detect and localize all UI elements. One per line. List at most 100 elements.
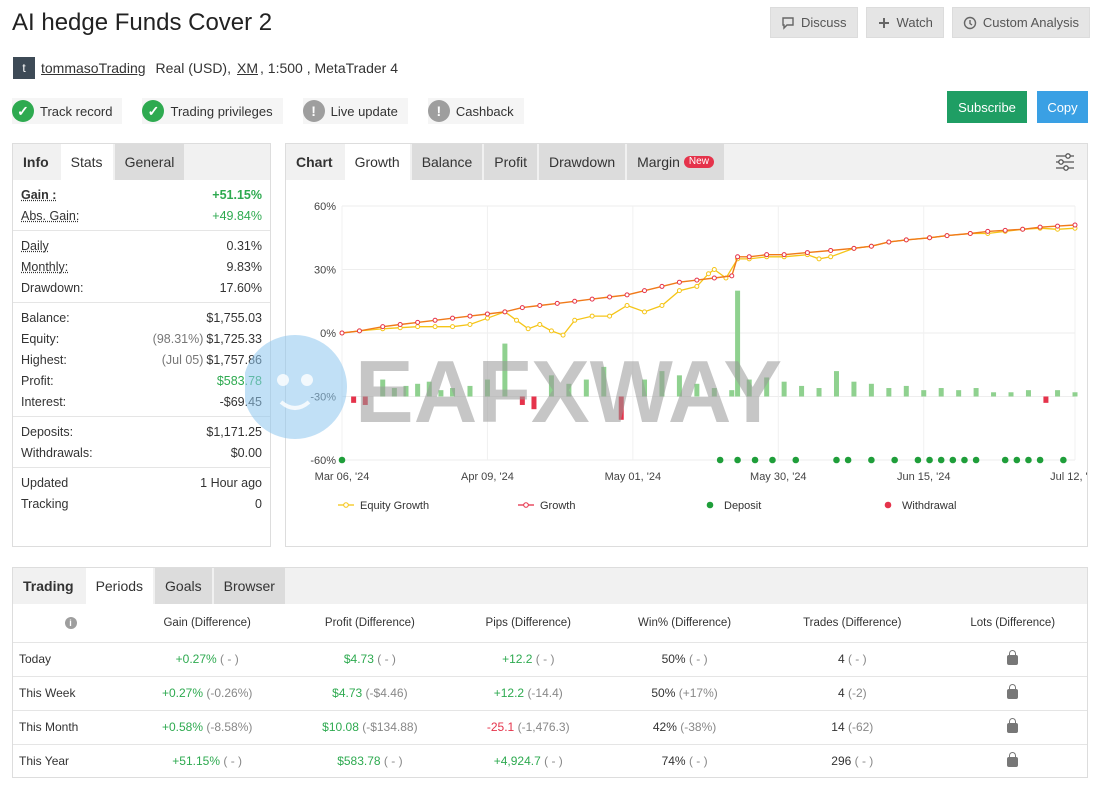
daily-bar [956,390,962,397]
settings-sliders-icon[interactable] [1055,153,1075,171]
equity-point [415,324,421,330]
y-tick-label: -60% [310,455,336,467]
daily-bar [973,388,979,397]
tab-periods[interactable]: Periods [85,568,154,604]
tab-general[interactable]: General [114,144,185,180]
top-actions: Discuss Watch Custom Analysis [770,7,1090,38]
gain-label[interactable]: Gain : [21,187,57,202]
equity-point [676,288,682,294]
equity-point [467,322,473,328]
equity-point [694,283,700,289]
profit-label: Profit: [21,373,54,388]
tab-browser[interactable]: Browser [213,568,285,604]
growth-point [944,233,950,239]
equity-point [659,302,665,308]
daily-bar [938,388,944,397]
withdrawals-value: $0.00 [230,445,262,460]
profit-cell: $583.78 [337,754,381,769]
growth-point [356,328,362,334]
growth-point [967,231,973,237]
daily-bar [781,381,787,397]
daily-bar [991,392,997,397]
lock-icon [1007,751,1019,767]
exclamation-icon: ! [302,100,325,122]
avatar[interactable]: t [13,57,35,79]
tab-goals[interactable]: Goals [155,568,212,604]
tab-balance[interactable]: Balance [411,144,483,180]
daily-bar [851,381,857,397]
growth-point [607,294,613,300]
growth-point [397,322,403,328]
deposit-point [891,456,898,464]
win-diff: (+17%) [678,686,718,700]
table-row: This Month +0.58% (-8.58%) $10.08 (-$134… [13,710,1087,745]
col-win: Win% (Difference) [603,604,767,643]
growth-point [746,254,752,260]
equity-point [432,324,438,330]
tab-trading[interactable]: Trading [13,568,84,604]
equity-point [706,271,711,277]
x-tick-label: May 30, '24 [750,471,807,483]
badge-cashback[interactable]: ! Cashback [427,98,524,124]
growth-point [554,300,560,306]
stat-group-updated: Updated 1 Hour ago Tracking 0 [13,468,270,518]
account-type: Real (USD), [155,60,231,76]
daily-bar [601,366,607,397]
daily-bar [764,377,770,397]
daily-bar [711,388,717,397]
broker-link[interactable]: XM [237,60,258,76]
badge-track-record[interactable]: ✓ Track record [12,98,123,124]
growth-point [502,309,508,315]
pips-cell: +12.2 [493,686,525,700]
subscribe-button[interactable]: Subscribe [947,91,1027,123]
custom-analysis-button[interactable]: Custom Analysis [951,7,1090,38]
growth-point [764,252,770,258]
tab-margin[interactable]: Margin New [627,144,724,180]
badge-trading-privileges[interactable]: ✓ Trading privileges [142,98,283,124]
equity-point [711,267,717,272]
monthly-label[interactable]: Monthly: [21,259,69,274]
stat-group-gain: Gain : +51.15% Abs. Gain: +49.84% [13,180,270,231]
discuss-button[interactable]: Discuss [770,7,858,38]
growth-point [519,305,525,311]
watch-label: Watch [896,15,933,30]
abs-gain-label[interactable]: Abs. Gain: [21,208,80,223]
tab-info[interactable]: Info [13,144,59,180]
owner-name-link[interactable]: tommasoTrading [41,60,146,76]
badge-live-update[interactable]: ! Live update [302,98,408,124]
watch-button[interactable]: Watch [865,7,944,38]
daily-bar [426,381,432,397]
deposit-point [972,456,980,464]
daily-bar [362,396,368,405]
pips-diff: (-14.4) [527,686,563,700]
daily-label[interactable]: Daily [21,238,49,253]
tab-chart[interactable]: Chart [286,144,343,180]
tab-profit[interactable]: Profit [484,144,537,180]
growth-point [781,252,787,258]
x-tick-label: Jun 15, '24 [897,471,950,483]
profit-cell: $4.73 [332,686,363,700]
balance-label: Balance: [21,310,70,325]
drawdown-label: Drawdown: [21,280,84,295]
y-tick-label: 60% [314,201,336,213]
tab-growth[interactable]: Growth [344,144,410,180]
win-cell: 50% [661,652,686,666]
lock-icon [1007,649,1019,665]
growth-point [537,302,543,308]
equity-point [642,309,648,315]
growth-point [676,279,682,285]
daily-bar [886,388,892,397]
daily-bar [746,379,752,397]
pips-cell: +4,924.7 [493,754,541,769]
profit-diff: ( - ) [383,754,403,769]
lock-icon [1007,717,1019,733]
trades-cell: 4 [837,652,845,666]
chat-icon [782,16,794,30]
win-cell: 50% [651,686,676,700]
periods-table: i Gain (Difference) Profit (Difference) … [13,604,1087,778]
info-icon[interactable]: i [64,616,77,629]
copy-button[interactable]: Copy [1037,91,1088,123]
growth-point [450,315,456,321]
tab-stats[interactable]: Stats [60,144,113,180]
tab-drawdown[interactable]: Drawdown [538,144,626,180]
